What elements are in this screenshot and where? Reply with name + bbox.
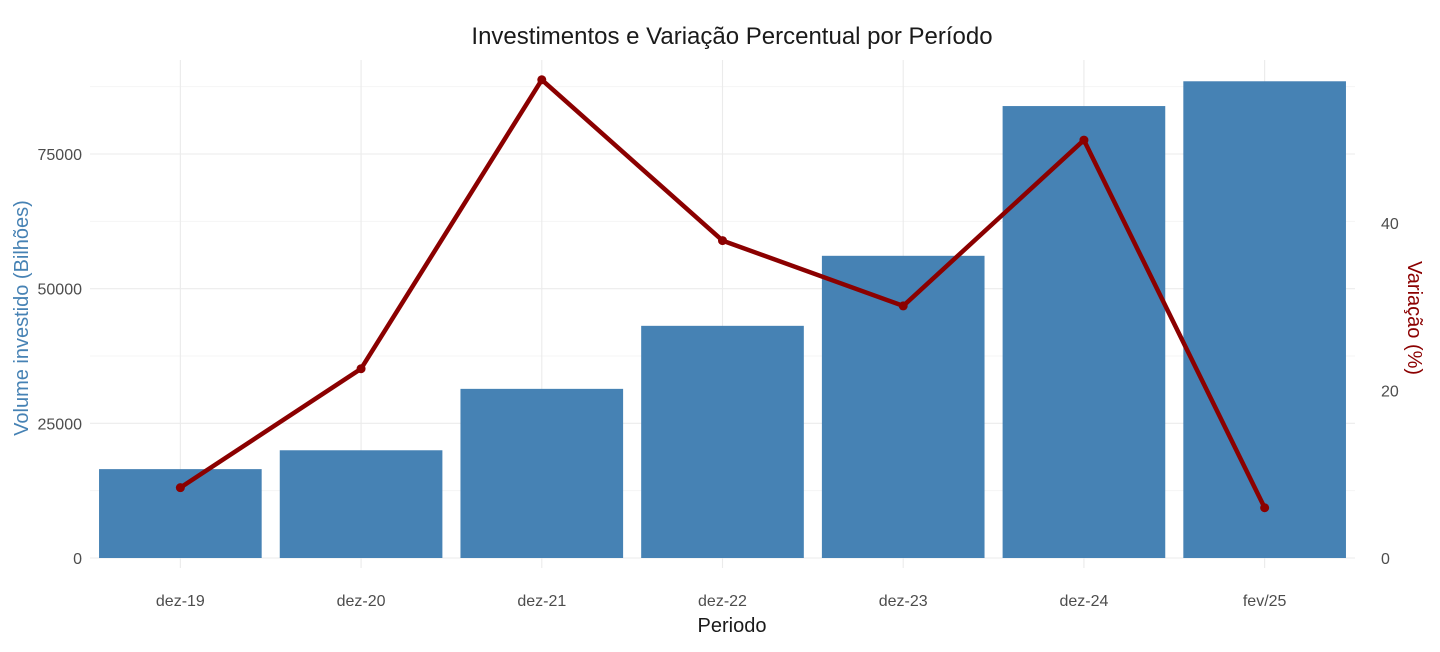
y-tick-left: 75000 <box>38 147 83 164</box>
line-point-dez-23 <box>898 301 908 311</box>
bar-fev/25 <box>1183 81 1346 558</box>
line-point-dez-22 <box>718 236 727 246</box>
bar-dez-22 <box>641 325 804 558</box>
x-tick: dez-19 <box>156 593 205 610</box>
line-point-dez-20 <box>356 364 366 374</box>
y-tick-right: 0 <box>1381 551 1390 568</box>
line-point-fev/25 <box>1260 503 1270 513</box>
bar-dez-24 <box>1002 106 1166 559</box>
bar-series <box>99 81 1346 559</box>
bar-dez-21 <box>460 388 624 558</box>
x-axis-label: Periodo <box>698 615 767 637</box>
x-axis-ticks: dez-19 dez-20 dez-21 dez-22 dez-23 dez-24 fev/… <box>156 593 1287 610</box>
bar-dez-23 <box>821 255 985 559</box>
y-axis-label-right: Variação (%) <box>1403 261 1425 375</box>
y-tick-right: 40 <box>1381 216 1399 233</box>
y-tick-right: 20 <box>1381 384 1399 401</box>
bar-dez-20 <box>279 450 443 558</box>
x-tick: dez-23 <box>879 593 928 610</box>
bar-dez-19 <box>99 469 262 558</box>
x-tick: dez-24 <box>1059 593 1108 610</box>
y-tick-left: 50000 <box>38 282 83 299</box>
y-axis-label-left: Volume investido (Bilhões) <box>11 200 33 436</box>
line-point-dez-21 <box>537 75 547 85</box>
x-tick: fev/25 <box>1243 593 1287 610</box>
line-series <box>175 75 1270 513</box>
chart-title: Investimentos e Variação Percentual por … <box>471 23 992 50</box>
y-tick-left: 25000 <box>38 416 83 433</box>
left-axis-ticks: 0 25000 50000 75000 <box>38 147 83 568</box>
x-tick: dez-22 <box>698 593 747 610</box>
x-tick: dez-21 <box>517 593 566 610</box>
line-point-dez-24 <box>1079 135 1089 145</box>
x-tick: dez-20 <box>337 593 386 610</box>
right-axis-ticks: 0 20 40 <box>1381 216 1399 568</box>
y-tick-left: 0 <box>73 551 82 568</box>
line-point-dez-19 <box>175 483 185 493</box>
